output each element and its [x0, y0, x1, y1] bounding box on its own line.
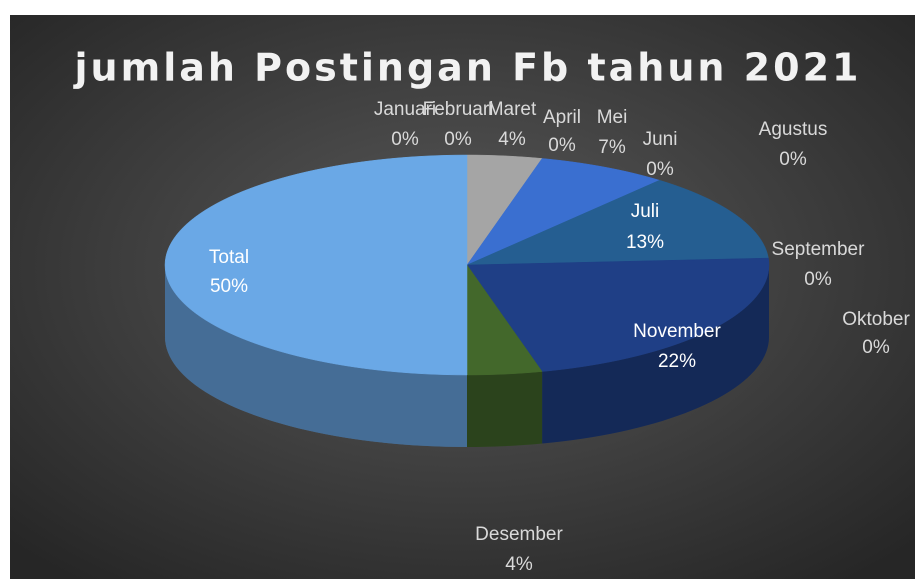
chart-title: jumlah Postingan Fb tahun 2021 [73, 46, 862, 90]
slice-label: Juli [631, 201, 660, 222]
slice-label: Maret [488, 99, 537, 120]
slice-label: Total [209, 247, 249, 268]
pie-slice [466, 179, 769, 266]
pie-slice [466, 154, 543, 266]
slice-label: Juni [643, 129, 678, 150]
pie-slice-side-shade [165, 265, 467, 447]
pie-slice [466, 158, 661, 266]
slice-value-label: 7% [598, 137, 626, 158]
slice-value-label: 4% [498, 129, 526, 150]
slice-value-label: 0% [444, 129, 472, 150]
pie-slice [466, 264, 543, 376]
slice-value-label: 4% [505, 554, 533, 575]
pie-slice-side-shade [542, 265, 769, 444]
pie-slice-side-shade [467, 371, 543, 447]
slice-value-label: 0% [779, 149, 807, 170]
slice-value-label: 50% [210, 276, 248, 297]
pie-slice-side [542, 265, 769, 444]
slice-value-label: 0% [548, 135, 576, 156]
pie-slice [164, 154, 468, 376]
slice-label: Desember [475, 524, 563, 545]
slice-label: Januari [374, 99, 436, 120]
slice-label: April [543, 107, 581, 128]
slice-value-label: 13% [626, 232, 664, 253]
slice-value-label: 0% [391, 129, 419, 150]
slice-value-label: 22% [658, 351, 696, 372]
slice-label: September [772, 239, 866, 260]
slice-value-label: 0% [646, 159, 674, 180]
slice-value-label: 0% [804, 269, 832, 290]
slice-label: Mei [597, 107, 628, 128]
pie-slice [466, 257, 770, 372]
slice-value-label: 0% [862, 337, 890, 358]
pie-slice-side [165, 265, 467, 447]
slice-label: Oktober [842, 309, 910, 330]
slice-label: Februari [423, 99, 494, 120]
slice-label: November [633, 321, 721, 342]
slice-label: Agustus [759, 119, 828, 140]
pie-slice-side [467, 371, 543, 447]
